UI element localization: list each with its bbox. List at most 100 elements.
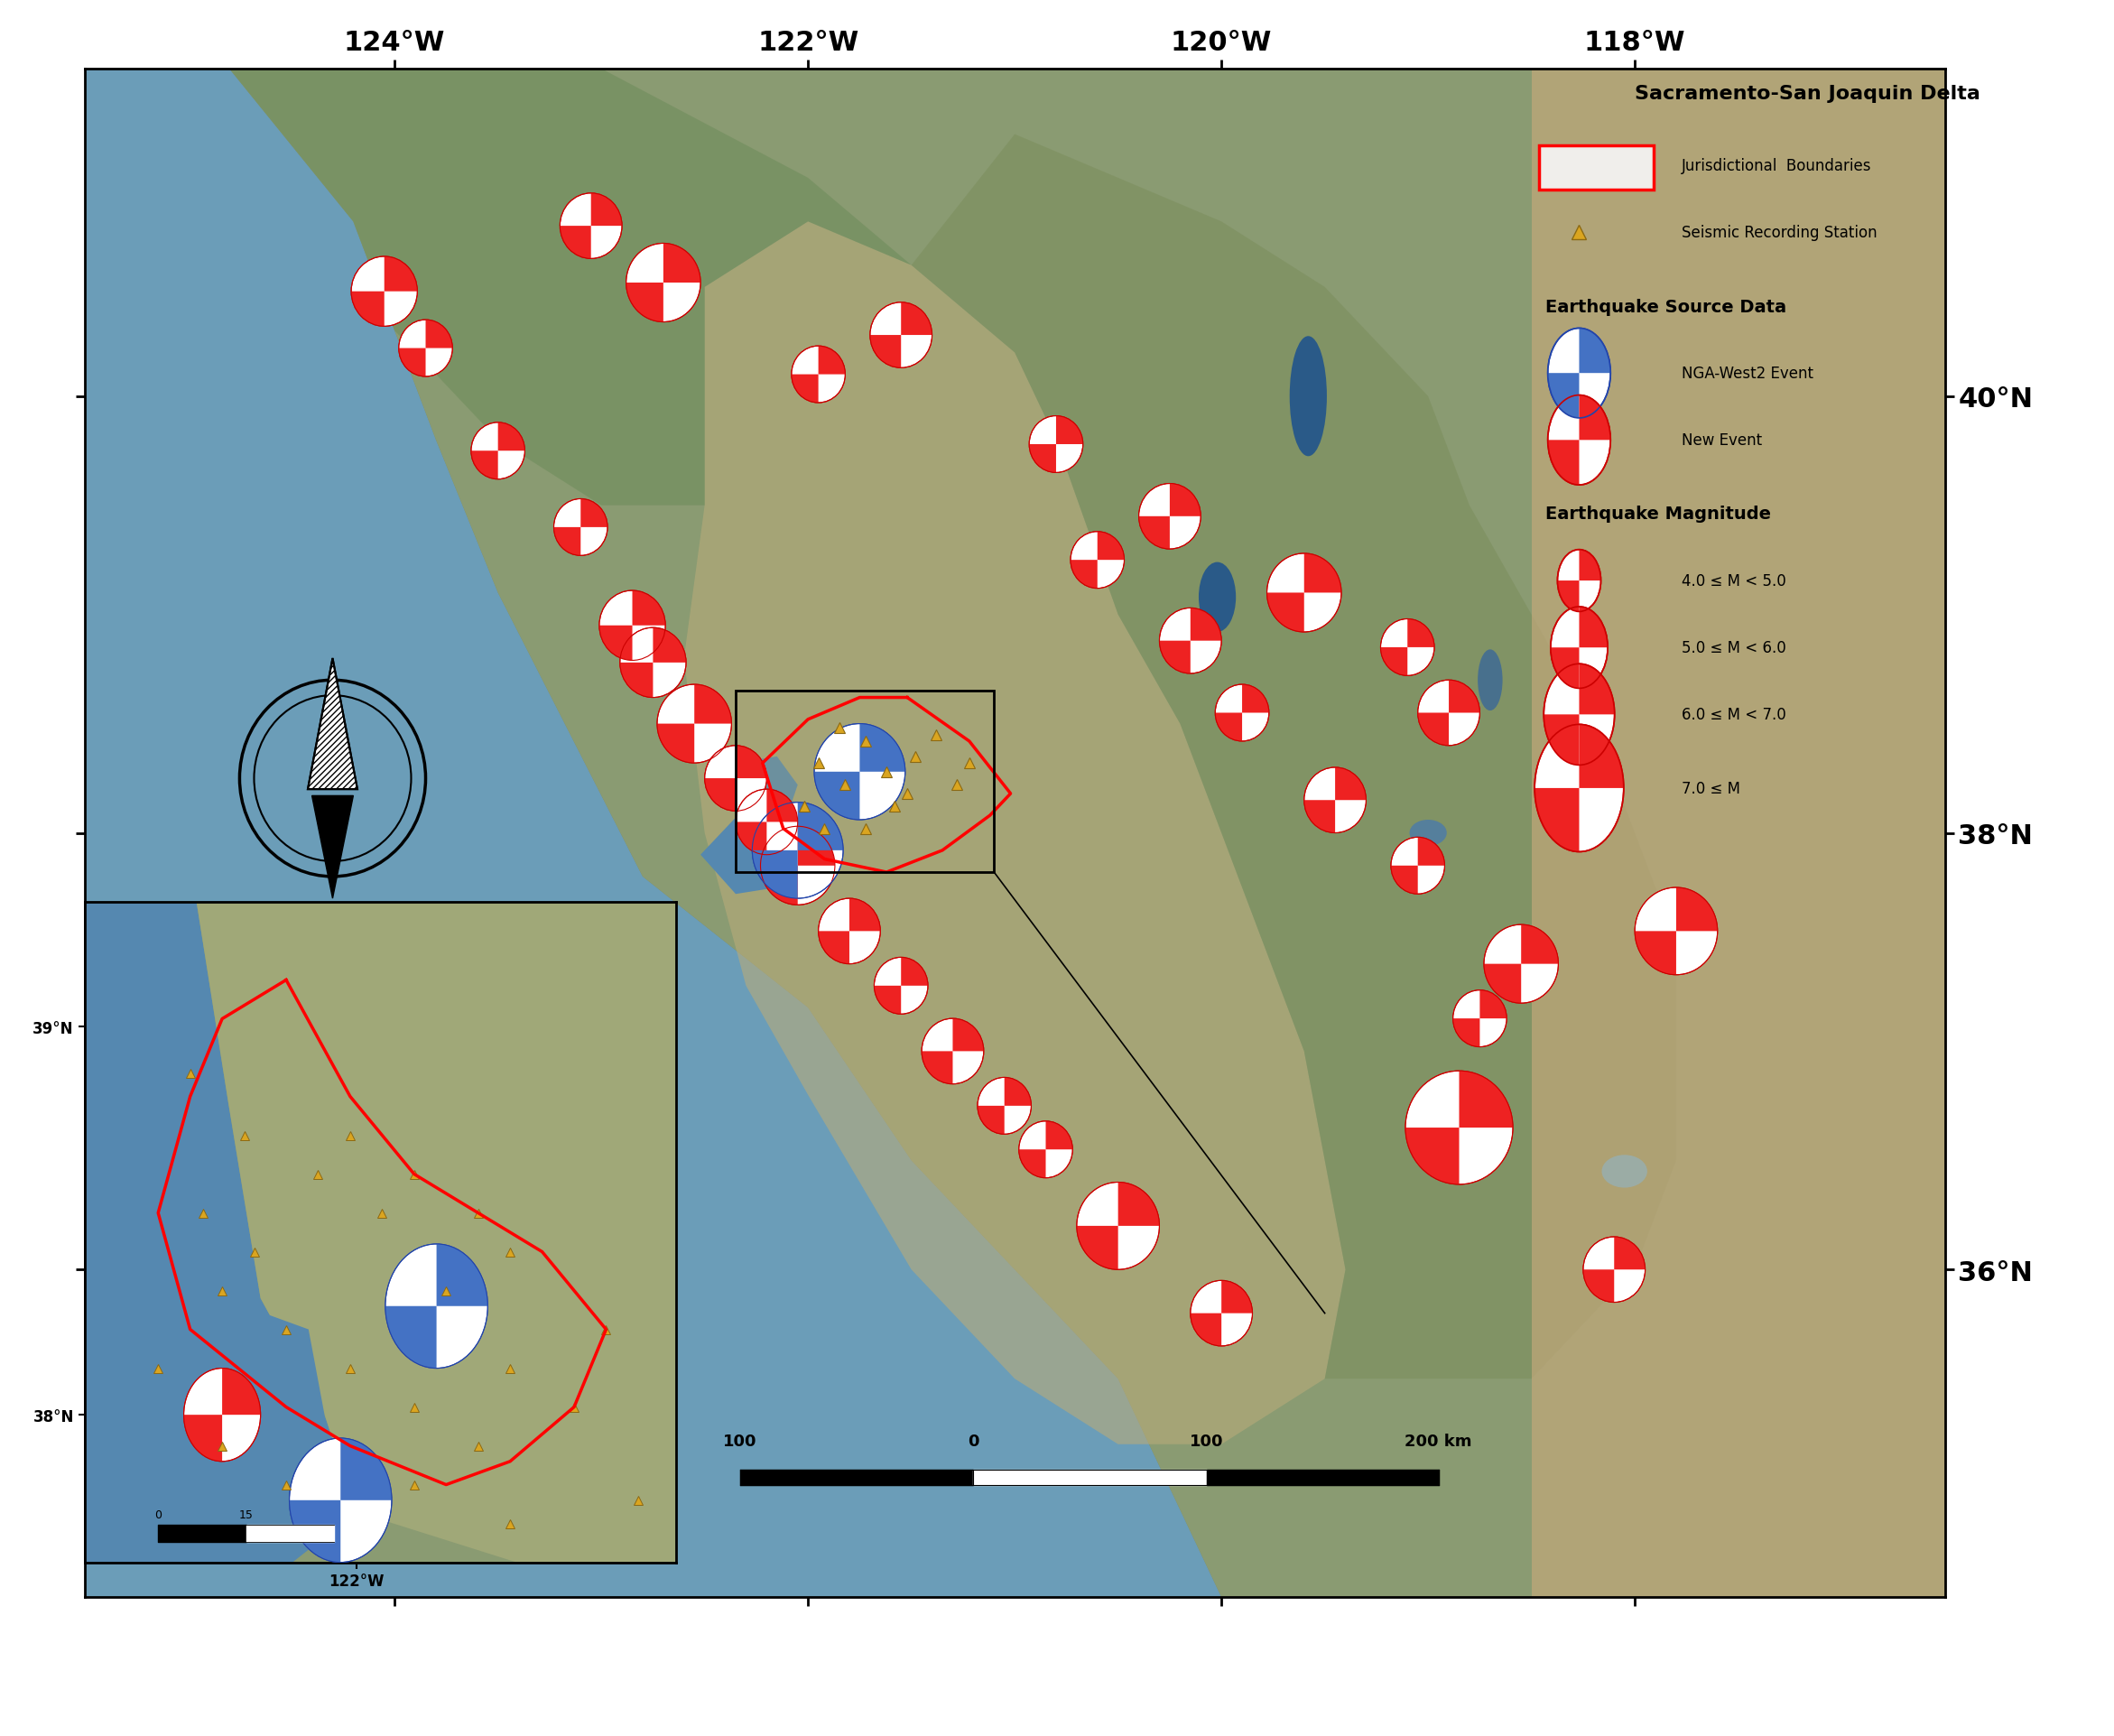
Wedge shape: [1535, 788, 1579, 852]
Circle shape: [1452, 991, 1507, 1047]
Polygon shape: [685, 222, 1345, 1444]
Wedge shape: [850, 899, 879, 932]
Circle shape: [290, 1437, 391, 1562]
Wedge shape: [1030, 444, 1057, 474]
Wedge shape: [767, 790, 797, 823]
Circle shape: [626, 245, 700, 323]
Wedge shape: [1304, 554, 1340, 594]
Text: 100: 100: [723, 1432, 757, 1450]
Circle shape: [977, 1078, 1032, 1134]
Wedge shape: [351, 292, 385, 326]
Text: 15: 15: [239, 1509, 254, 1521]
Wedge shape: [736, 823, 767, 856]
Wedge shape: [664, 245, 700, 283]
Wedge shape: [1550, 648, 1579, 689]
Wedge shape: [1304, 800, 1336, 833]
Text: 0: 0: [968, 1432, 979, 1450]
Wedge shape: [1452, 1019, 1480, 1047]
Wedge shape: [922, 1052, 953, 1085]
Ellipse shape: [1602, 1154, 1647, 1187]
Text: 5.0 ≤ M < 6.0: 5.0 ≤ M < 6.0: [1683, 641, 1786, 656]
Wedge shape: [1484, 963, 1522, 1003]
Wedge shape: [554, 528, 581, 556]
Circle shape: [1547, 328, 1611, 418]
Wedge shape: [1579, 608, 1607, 648]
Circle shape: [1139, 484, 1201, 550]
Wedge shape: [1336, 767, 1366, 800]
Wedge shape: [953, 1019, 983, 1052]
Wedge shape: [736, 746, 767, 779]
Wedge shape: [499, 424, 524, 451]
Wedge shape: [761, 866, 797, 904]
Text: Earthquake Magnitude: Earthquake Magnitude: [1545, 505, 1772, 523]
Wedge shape: [1545, 779, 1573, 807]
Wedge shape: [425, 321, 452, 349]
Wedge shape: [1615, 1238, 1645, 1269]
Circle shape: [1158, 609, 1222, 674]
Wedge shape: [435, 1245, 488, 1305]
Wedge shape: [598, 627, 632, 661]
Wedge shape: [814, 773, 860, 819]
Wedge shape: [791, 375, 818, 403]
Text: 100: 100: [1190, 1432, 1224, 1450]
Wedge shape: [1406, 1128, 1459, 1184]
Wedge shape: [400, 349, 425, 377]
Circle shape: [1543, 665, 1615, 766]
Wedge shape: [1216, 713, 1243, 741]
Wedge shape: [657, 724, 693, 764]
Circle shape: [1304, 767, 1366, 833]
Wedge shape: [1391, 866, 1418, 894]
Circle shape: [922, 1019, 983, 1085]
Circle shape: [1070, 533, 1125, 589]
Wedge shape: [1118, 1182, 1158, 1226]
Circle shape: [1391, 838, 1444, 894]
Polygon shape: [228, 1305, 326, 1453]
Circle shape: [871, 304, 932, 368]
Text: Earthquake Source Data: Earthquake Source Data: [1545, 299, 1786, 316]
Wedge shape: [592, 194, 622, 227]
Circle shape: [1076, 1182, 1158, 1269]
Wedge shape: [1558, 582, 1579, 613]
Wedge shape: [1070, 561, 1097, 589]
Circle shape: [351, 257, 416, 326]
Circle shape: [761, 826, 835, 904]
Wedge shape: [901, 304, 932, 335]
Wedge shape: [818, 932, 850, 963]
Circle shape: [1418, 681, 1480, 746]
Polygon shape: [1531, 69, 1945, 1597]
Wedge shape: [1169, 484, 1201, 517]
Text: 4.0 ≤ M < 5.0: 4.0 ≤ M < 5.0: [1683, 573, 1786, 589]
Bar: [1539, 146, 1653, 191]
Circle shape: [554, 500, 607, 556]
Wedge shape: [385, 257, 416, 292]
Circle shape: [400, 321, 452, 377]
Polygon shape: [911, 135, 1676, 1378]
Wedge shape: [1158, 641, 1190, 674]
Wedge shape: [1547, 373, 1579, 418]
Wedge shape: [1139, 517, 1169, 550]
Wedge shape: [693, 686, 731, 724]
Wedge shape: [385, 1305, 435, 1368]
Polygon shape: [715, 757, 797, 816]
Text: 7.0 ≤ M: 7.0 ≤ M: [1683, 781, 1740, 797]
Wedge shape: [1057, 417, 1082, 444]
Wedge shape: [1418, 838, 1444, 866]
Wedge shape: [977, 1106, 1004, 1134]
Circle shape: [1634, 887, 1717, 976]
Wedge shape: [1579, 550, 1600, 582]
Wedge shape: [1583, 1269, 1615, 1302]
Circle shape: [1380, 620, 1433, 675]
Ellipse shape: [1199, 562, 1237, 632]
Text: 200 km: 200 km: [1406, 1432, 1471, 1450]
Wedge shape: [1459, 1071, 1514, 1128]
Circle shape: [791, 347, 846, 403]
Circle shape: [619, 628, 687, 698]
Wedge shape: [1547, 441, 1579, 486]
Circle shape: [1190, 1281, 1251, 1345]
Wedge shape: [860, 724, 905, 773]
Polygon shape: [197, 903, 676, 1562]
Wedge shape: [653, 628, 687, 663]
Circle shape: [1550, 608, 1607, 689]
Polygon shape: [228, 69, 911, 505]
Wedge shape: [1579, 328, 1611, 373]
